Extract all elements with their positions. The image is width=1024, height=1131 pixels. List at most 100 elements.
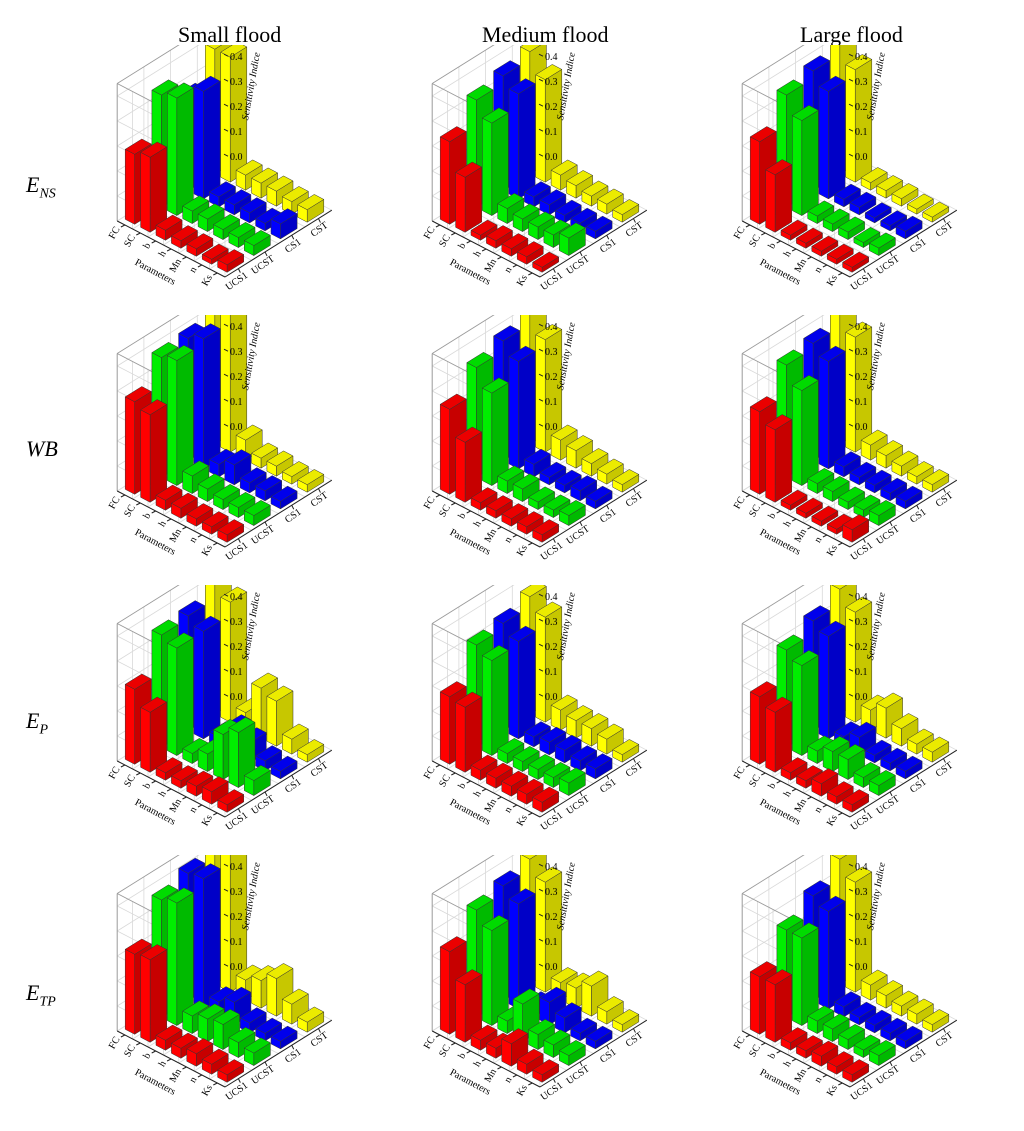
bar-cs1-h: [849, 191, 877, 216]
bar-ucs1-sc: [140, 696, 168, 773]
chart-panel-e_p-2: 0.00.10.20.30.40.5Sensitivity IndiceFCSC…: [732, 585, 958, 833]
bar-ucs1-mn: [186, 233, 214, 257]
z-tick-label: 0.1: [230, 667, 243, 678]
bar-cs1-sc: [193, 615, 221, 740]
bar-ucst-b: [182, 460, 210, 495]
z-tick-label: 0.2: [855, 102, 868, 113]
group-tick-label: CS1: [283, 1047, 303, 1066]
z-tick-label: 0.3: [230, 347, 243, 358]
bar-ucs1-ks: [217, 249, 245, 273]
bar-cs1-b: [523, 448, 552, 478]
bar-ucst-sc: [791, 650, 819, 757]
group-tick-label: UCS1: [539, 540, 565, 563]
param-tick-label: Mn: [168, 797, 184, 815]
param-tick-label: Ks: [825, 543, 840, 558]
bar-cst-sc: [535, 324, 563, 453]
bar-cs1-h: [539, 461, 567, 486]
bar-cst-mn: [581, 448, 609, 477]
param-tick-label: FC: [107, 495, 123, 511]
z-tick-label: 0.0: [855, 422, 868, 433]
group-tick-label: UCST: [565, 523, 592, 547]
bar-cs1-b: [833, 991, 862, 1018]
bar-cs1-ks: [270, 485, 298, 510]
param-tick-label: b: [456, 241, 468, 251]
z-tick-label: 0.4: [545, 862, 558, 873]
bar-cst-h: [875, 175, 904, 199]
bar-ucs1-n: [516, 1048, 544, 1075]
bar-cs1-mn: [554, 1002, 582, 1034]
bar-cs1-mn: [554, 734, 582, 764]
bar-cs1-n: [880, 1017, 908, 1042]
bar-cst-n: [281, 461, 309, 485]
group-tick-label: UCST: [250, 523, 277, 547]
z-tick-label: 0.0: [545, 422, 558, 433]
param-tick-label: h: [472, 1059, 484, 1069]
bar-ucst-sc: [481, 915, 509, 1027]
bars: [124, 315, 325, 543]
group-tick-label: CS1: [283, 507, 303, 526]
param-tick-label: SC: [122, 233, 138, 249]
bar-cst-ks: [297, 469, 325, 493]
bar-cst-mn: [266, 175, 294, 207]
z-tick-label: 0.1: [545, 127, 558, 138]
param-tick-label: Ks: [515, 813, 530, 828]
param-tick-label: SC: [747, 233, 763, 249]
x-axis-label: Parameters: [448, 527, 492, 558]
bar-cs1-ks: [270, 755, 298, 780]
bar-cst-b: [860, 969, 888, 1001]
bar-cs1-n: [255, 475, 283, 502]
param-tick-label: b: [141, 241, 153, 251]
param-tick-label: SC: [437, 773, 453, 789]
bar-ucs1-n: [516, 241, 544, 265]
bar-cst-mn: [581, 713, 609, 747]
param-tick-label: b: [456, 1051, 468, 1061]
param-tick-label: Ks: [515, 543, 530, 558]
z-tick-label: 0.1: [855, 397, 868, 408]
z-tick-label: 0.0: [545, 962, 558, 973]
bar-cst-h: [875, 440, 904, 469]
bars: [439, 855, 640, 1083]
param-tick-label: n: [502, 1075, 514, 1085]
param-tick-label: n: [502, 805, 514, 815]
z-tick-label: 0.0: [855, 152, 868, 163]
bar-cst-n: [281, 723, 309, 755]
group-tick-label: CS1: [598, 1047, 618, 1066]
bar-ucs1-ks: [842, 251, 870, 273]
bar-cs1-sc: [508, 78, 536, 200]
bar-ucs1-sc: [765, 159, 793, 233]
z-tick-label: 0.4: [230, 52, 243, 63]
bar-cs1-ks: [585, 485, 613, 510]
bar-ucst-sc: [791, 922, 819, 1027]
z-tick-label: 0.1: [855, 127, 868, 138]
bar-cs1-mn: [864, 469, 892, 494]
bar-cst-n: [906, 728, 934, 755]
z-tick-label: 0.0: [545, 152, 558, 163]
param-tick-label: b: [141, 781, 153, 791]
bar-ucs1-n: [201, 776, 229, 805]
bar-cst-sc: [845, 866, 873, 993]
param-tick-label: n: [812, 265, 824, 275]
param-tick-label: Mn: [793, 797, 809, 815]
bar-ucs1-sc: [455, 161, 483, 233]
x-axis-label: Parameters: [133, 257, 177, 288]
bar-ucs1-n: [201, 1048, 229, 1075]
z-tick-label: 0.0: [855, 692, 868, 703]
bar-ucs1-sc: [765, 414, 793, 503]
param-tick-label: b: [766, 781, 778, 791]
bar-cst-mn: [891, 183, 919, 207]
bar-cs1-sc: [508, 625, 536, 740]
chart-panel-e_p-1: 0.00.10.20.30.40.5Sensitivity IndiceFCSC…: [422, 585, 648, 833]
bar-ucst-sc: [166, 887, 194, 1027]
bar-ucs1-b: [780, 489, 808, 511]
group-tick-label: UCST: [250, 793, 277, 817]
bar-cs1-mn: [239, 467, 267, 494]
param-tick-label: Ks: [200, 1083, 215, 1098]
bar-cst-n: [596, 996, 624, 1025]
param-tick-label: SC: [747, 503, 763, 519]
bar-cs1-h: [539, 189, 567, 216]
row-label-etp: ETP: [26, 980, 56, 1010]
group-tick-label: CS1: [908, 777, 928, 796]
bar-ucst-h: [822, 1013, 850, 1043]
bar-cs1-h: [849, 1001, 877, 1026]
param-tick-label: Mn: [793, 527, 809, 545]
